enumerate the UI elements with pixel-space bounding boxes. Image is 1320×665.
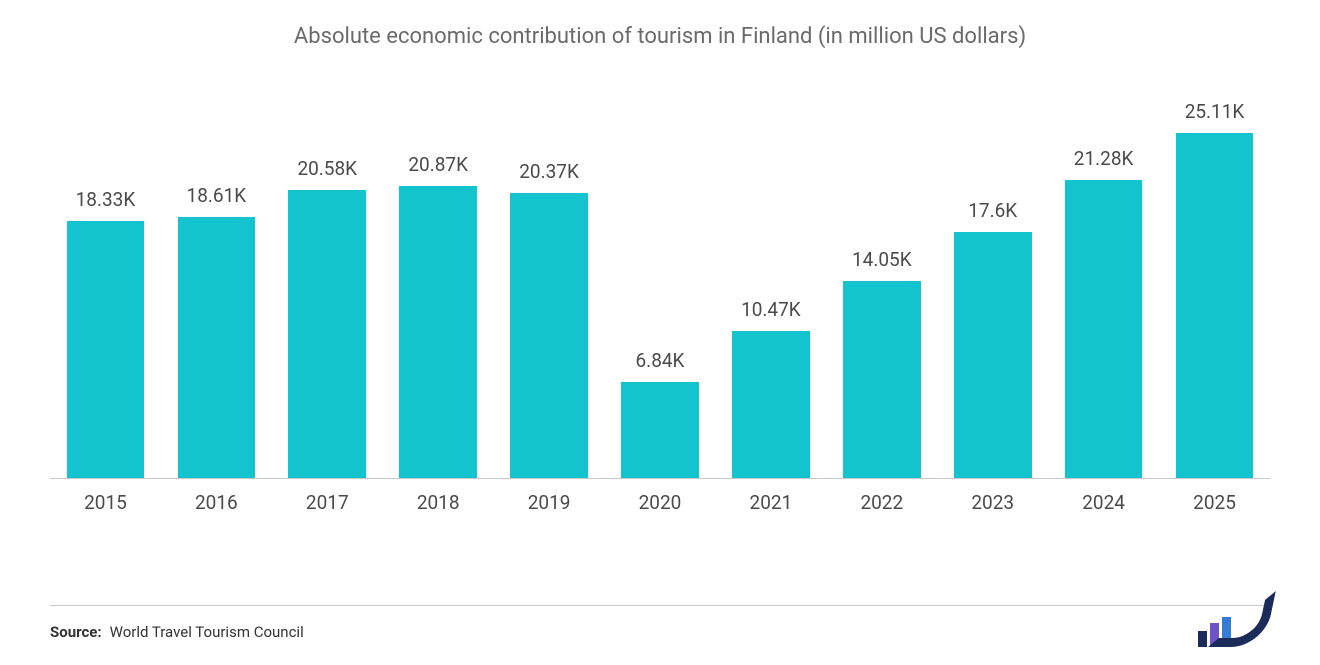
bar-rect: [288, 190, 366, 478]
bar-value-label: 20.37K: [519, 160, 579, 183]
chart-area: 18.33K 18.61K 20.58K 20.87K 20.37K 6.84K 10.47…: [50, 100, 1270, 515]
bar-rect: [178, 217, 256, 478]
bar-slot: 21.28K: [1048, 100, 1159, 478]
x-tick-label: 2019: [494, 485, 605, 515]
bars-container: 18.33K 18.61K 20.58K 20.87K 20.37K 6.84K 10.47…: [50, 100, 1270, 478]
bar-value-label: 20.87K: [408, 153, 468, 176]
source-block: Source: World Travel Tourism Council: [50, 623, 304, 641]
x-tick-label: 2016: [161, 485, 272, 515]
source-label: Source:: [50, 623, 102, 641]
bar-rect: [67, 221, 145, 478]
bar-value-label: 20.58K: [297, 157, 357, 180]
bar-value-label: 14.05K: [852, 248, 912, 271]
x-tick-label: 2023: [937, 485, 1048, 515]
source-text: World Travel Tourism Council: [110, 623, 304, 641]
x-tick-label: 2021: [715, 485, 826, 515]
bar-rect: [1176, 133, 1254, 478]
bar-slot: 20.58K: [272, 100, 383, 478]
bar-rect: [1065, 180, 1143, 478]
bar-rect: [399, 186, 477, 478]
bar-slot: 20.87K: [383, 100, 494, 478]
bar-value-label: 21.28K: [1074, 147, 1134, 170]
bar-rect: [510, 193, 588, 478]
bar-value-label: 18.33K: [76, 188, 136, 211]
bar-value-label: 10.47K: [741, 298, 801, 321]
x-tick-label: 2017: [272, 485, 383, 515]
bar-slot: 10.47K: [715, 100, 826, 478]
bar-rect: [954, 232, 1032, 478]
bar-slot: 18.33K: [50, 100, 161, 478]
x-tick-label: 2025: [1159, 485, 1270, 515]
x-tick-label: 2015: [50, 485, 161, 515]
bar-rect: [843, 281, 921, 478]
x-tick-label: 2022: [826, 485, 937, 515]
bar-rect: [621, 382, 699, 478]
bar-slot: 18.61K: [161, 100, 272, 478]
chart-footer: Source: World Travel Tourism Council: [50, 605, 1270, 645]
x-tick-label: 2024: [1048, 485, 1159, 515]
x-tick-label: 2020: [605, 485, 716, 515]
bar-value-label: 18.61K: [187, 184, 247, 207]
x-axis-labels: 2015201620172018201920202021202220232024…: [50, 485, 1270, 515]
bar-slot: 17.6K: [937, 100, 1048, 478]
chart-title: Absolute economic contribution of touris…: [0, 0, 1320, 49]
x-tick-label: 2018: [383, 485, 494, 515]
bar-value-label: 6.84K: [636, 349, 685, 372]
bar-slot: 6.84K: [605, 100, 716, 478]
bar-value-label: 25.11K: [1185, 100, 1245, 123]
logo-swoosh-icon: [1232, 617, 1270, 647]
brand-logo-icon: [1198, 617, 1270, 647]
bar-slot: 25.11K: [1159, 100, 1270, 478]
bar-rect: [732, 331, 810, 478]
bar-slot: 14.05K: [826, 100, 937, 478]
logo-bar-1-icon: [1198, 631, 1207, 647]
plot-region: 18.33K 18.61K 20.58K 20.87K 20.37K 6.84K 10.47…: [50, 100, 1270, 479]
bar-slot: 20.37K: [494, 100, 605, 478]
bar-value-label: 17.6K: [968, 199, 1017, 222]
